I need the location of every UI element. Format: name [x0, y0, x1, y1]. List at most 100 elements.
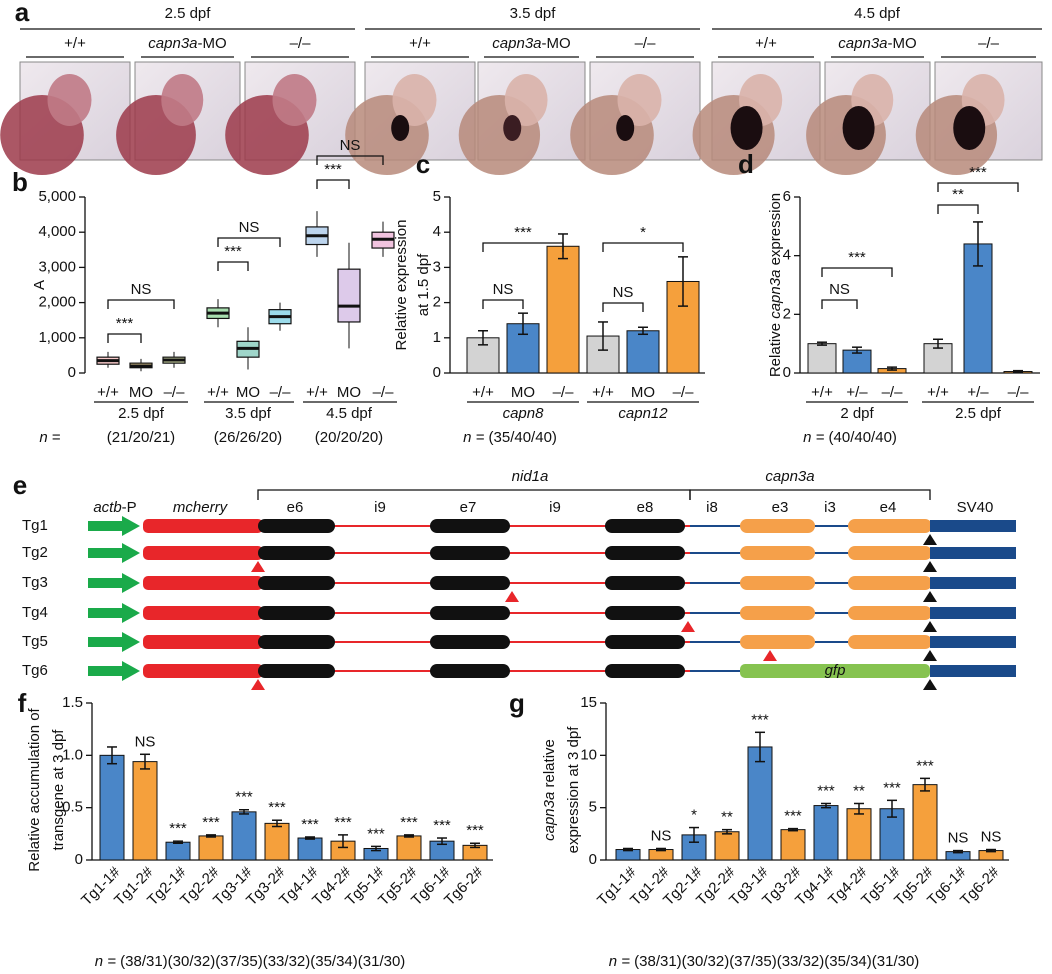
- panel-label: a: [15, 0, 30, 27]
- bar: [264, 822, 290, 861]
- promoter-arrow: [88, 632, 140, 652]
- significance-label: **: [952, 186, 964, 203]
- group-label: 3.5 dpf: [225, 405, 272, 422]
- sv40-block: [930, 577, 1016, 589]
- promoter-arrow: [88, 516, 140, 536]
- bar: [99, 754, 125, 861]
- exon-block: [430, 576, 510, 590]
- y-tick-label: 1.0: [62, 746, 83, 763]
- exon-block: [740, 576, 815, 590]
- promoter-arrow: [88, 543, 140, 563]
- element-label: i9: [549, 499, 561, 516]
- bar: [813, 805, 839, 861]
- significance-label: ***: [301, 816, 319, 833]
- pigment-spot: [616, 115, 635, 141]
- y-tick-label: 0: [75, 851, 83, 868]
- pigment-spot: [842, 106, 875, 150]
- y-tick-label: 2,000: [38, 294, 76, 311]
- mcherry-block: [143, 606, 263, 620]
- exon-block: [258, 576, 335, 590]
- y-tick-label: 0.5: [62, 799, 83, 816]
- y-axis-label: Relative expression: [393, 220, 410, 351]
- n-label: n = (38/31)(30/32)(37/35)(33/32)(35/34)(…: [609, 953, 920, 970]
- significance-label: **: [853, 782, 865, 799]
- y-tick-label: 3: [433, 258, 441, 275]
- y-tick-label: 5: [589, 799, 597, 816]
- significance-label: ***: [235, 789, 253, 806]
- mutation-marker: [681, 621, 695, 632]
- embryo-head: [161, 74, 204, 126]
- element-label: e3: [772, 499, 789, 516]
- significance-label: ***: [116, 315, 134, 332]
- gfp-block: [740, 664, 930, 678]
- condition-label: –/–: [290, 35, 312, 52]
- junction-marker: [923, 650, 937, 661]
- y-axis-label: capn3a relative: [541, 739, 558, 841]
- significance-label: **: [721, 809, 733, 826]
- group-label: 2 dpf: [840, 405, 874, 422]
- junction-marker: [923, 679, 937, 690]
- y-tick-label: 5: [433, 188, 441, 205]
- sv40-block: [930, 636, 1016, 648]
- sv40-block: [930, 520, 1016, 532]
- significance-label: ***: [169, 820, 187, 837]
- element-label: mcherry: [173, 499, 229, 516]
- x-tick-label: +/–: [967, 384, 989, 401]
- significance-bracket: [217, 237, 281, 247]
- exon-block: [430, 606, 510, 620]
- n-label: n = (40/40/40): [803, 429, 897, 446]
- significance-label: ***: [817, 782, 835, 799]
- exon-block: [605, 664, 685, 678]
- pigment-spot: [953, 106, 986, 150]
- bar: [780, 829, 806, 861]
- junction-marker: [923, 621, 937, 632]
- significance-label: NS: [613, 284, 634, 301]
- exon-block: [740, 519, 815, 533]
- x-tick-label: MO: [129, 384, 153, 401]
- x-tick-label: –/–: [553, 384, 575, 401]
- exon-block: [740, 635, 815, 649]
- exon-block: [605, 546, 685, 560]
- n-label: n = (38/31)(30/32)(37/35)(33/32)(35/34)(…: [95, 953, 406, 970]
- y-axis-label: transgene at 3 dpf: [50, 729, 67, 851]
- mcherry-block: [143, 576, 263, 590]
- significance-label: NS: [131, 281, 152, 298]
- pigment-spot: [503, 115, 522, 141]
- y-tick-label: 4,000: [38, 223, 76, 240]
- group-title: 4.5 dpf: [854, 5, 901, 22]
- element-label: e4: [880, 499, 897, 516]
- y-tick-label: 6: [783, 188, 791, 205]
- x-tick-label: +/+: [927, 384, 949, 401]
- exon-block: [848, 576, 932, 590]
- bar: [546, 245, 580, 374]
- mutation-marker: [505, 591, 519, 602]
- exon-block: [605, 635, 685, 649]
- row-label: Tg6: [22, 662, 48, 679]
- exon-block: [430, 546, 510, 560]
- x-tick-label: –/–: [373, 384, 395, 401]
- pigment-spot: [391, 115, 410, 141]
- significance-label: *: [691, 807, 697, 824]
- sv40-block: [930, 665, 1016, 677]
- mutation-marker: [251, 679, 265, 690]
- significance-label: NS: [651, 827, 672, 844]
- element-label: i9: [374, 499, 386, 516]
- significance-label: ***: [268, 799, 286, 816]
- exon-block: [258, 519, 335, 533]
- y-tick-label: 2: [783, 305, 791, 322]
- exon-block: [258, 606, 335, 620]
- element-label: i8: [706, 499, 718, 516]
- gene-header: capn3a: [765, 468, 814, 485]
- bar: [747, 746, 773, 861]
- y-tick-label: 0: [433, 364, 441, 381]
- y-tick-label: 4: [433, 223, 441, 240]
- row-label: Tg1: [22, 517, 48, 534]
- x-tick-label: MO: [631, 384, 655, 401]
- y-tick-label: 5,000: [38, 188, 76, 205]
- panel-label: g: [509, 688, 525, 718]
- element-label: SV40: [957, 499, 994, 516]
- significance-label: NS: [239, 219, 260, 236]
- junction-marker: [923, 591, 937, 602]
- box: [337, 268, 361, 323]
